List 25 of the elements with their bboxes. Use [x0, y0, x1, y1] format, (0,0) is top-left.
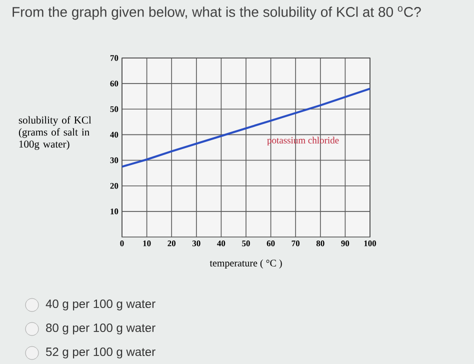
x-tick-label: 0 — [120, 240, 124, 246]
x-tick-label: 40 — [217, 240, 226, 246]
x-tick-label: 100 — [364, 240, 376, 246]
x-tick-label: 10 — [143, 240, 151, 246]
y-tick-label: 40 — [110, 132, 118, 138]
text: 80 g per 100 g water — [46, 324, 156, 334]
y-tick-label: 50 — [110, 106, 118, 112]
line-series — [121, 88, 371, 168]
x-tick-label: 60 — [266, 240, 275, 246]
y-tick-label: 60 — [110, 80, 118, 86]
y-tick-label: 10 — [110, 208, 118, 214]
x-tick-label: 80 — [316, 240, 324, 246]
y-axis-title: solubility of KCl (grams of salt in 100g water) — [18, 116, 92, 150]
chart-title: From the graph given below, what is the solubility of KCl at 80 $^{o}$C? — [12, 6, 421, 20]
x-tick-label: 70 — [292, 240, 300, 246]
y-tick-label: 20 — [110, 182, 118, 189]
x-tick-label: 90 — [341, 240, 350, 246]
text: 52 g per 100 g water — [46, 348, 156, 358]
x-tick-label: 50 — [242, 240, 250, 246]
y-tick-label: 30 — [110, 157, 118, 164]
x-tick-label: 30 — [192, 240, 200, 246]
x-axis-title: temperature ( °C ) — [210, 259, 282, 269]
text: 40 g per 100 g water — [46, 300, 156, 310]
x-tick-label: 20 — [168, 240, 176, 246]
y-tick-label: 70 — [110, 55, 118, 61]
